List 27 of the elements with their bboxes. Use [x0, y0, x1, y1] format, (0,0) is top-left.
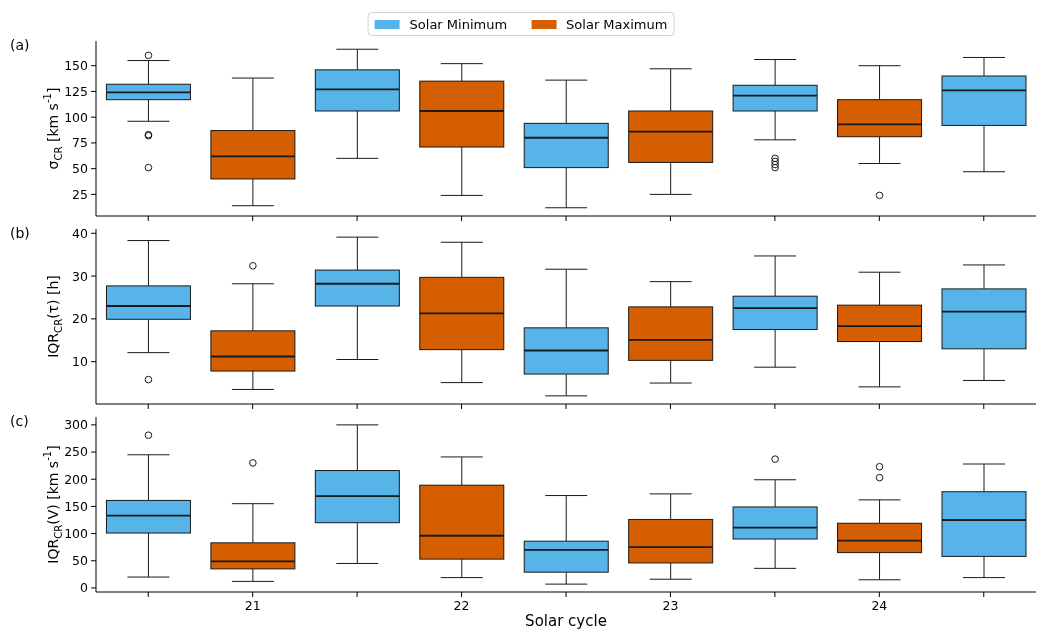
y-tick-label: 200 [64, 471, 89, 487]
y-tick-label: 250 [64, 444, 89, 460]
x-tick-label: 21 [244, 597, 261, 613]
y-tick-label: 0 [80, 580, 89, 596]
y-tick-label: 40 [72, 225, 89, 241]
y-tick-label: 50 [72, 161, 89, 177]
x-axis-title: Solar cycle [525, 612, 607, 630]
chart-title: (a) [10, 37, 30, 53]
y-tick-label: 150 [64, 58, 89, 74]
chart-title: (b) [10, 225, 30, 241]
y-tick-label: 150 [64, 498, 89, 514]
y-tick-label: 50 [72, 553, 89, 569]
y-tick-label: 125 [64, 83, 88, 99]
y-tick-label: 10 [72, 354, 89, 370]
x-tick-label: 23 [662, 597, 679, 613]
y-tick-label: 300 [64, 417, 89, 433]
legend-label: Solar Minimum [409, 16, 508, 32]
y-tick-label: 30 [72, 268, 89, 284]
y-tick-label: 75 [72, 135, 88, 151]
y-tick-label: 100 [64, 109, 89, 125]
chart-title: (c) [10, 413, 29, 429]
y-tick-label: 100 [64, 526, 89, 542]
y-tick-label: 20 [72, 311, 89, 327]
y-tick-label: 25 [72, 186, 88, 202]
x-tick-label: 22 [453, 597, 470, 613]
legend-label: Solar Maximum [566, 16, 668, 32]
x-tick-label: 24 [871, 597, 888, 613]
